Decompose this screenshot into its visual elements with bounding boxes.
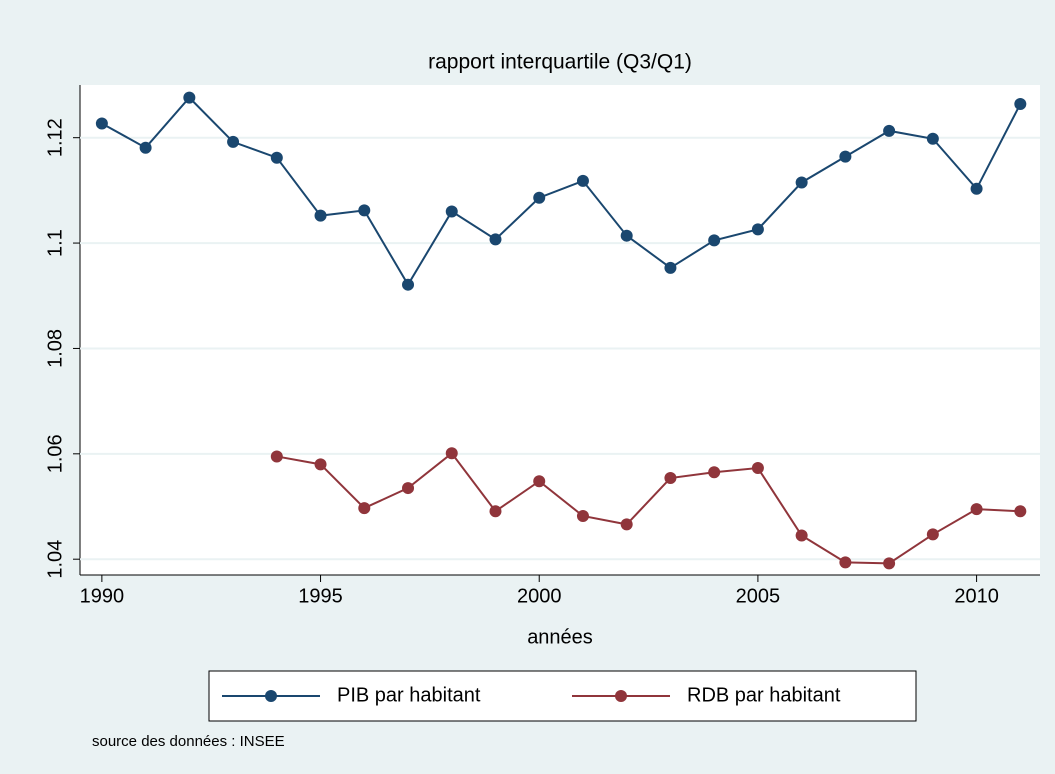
marker xyxy=(883,557,896,570)
marker xyxy=(1014,97,1027,110)
marker xyxy=(358,502,371,515)
legend-label: RDB par habitant xyxy=(687,684,841,706)
marker xyxy=(926,132,939,145)
marker xyxy=(664,261,677,274)
marker xyxy=(402,278,415,291)
marker xyxy=(620,518,633,531)
legend-marker xyxy=(615,690,627,702)
marker xyxy=(95,117,108,130)
marker xyxy=(227,135,240,148)
marker xyxy=(926,528,939,541)
legend-label: PIB par habitant xyxy=(337,684,481,706)
series-line xyxy=(276,451,1021,565)
marker xyxy=(139,141,152,154)
marker xyxy=(795,176,808,189)
marker xyxy=(839,556,852,569)
marker xyxy=(883,124,896,137)
x-tick-label: 1990 xyxy=(80,585,125,607)
marker xyxy=(795,529,808,542)
x-tick-label: 1995 xyxy=(298,585,343,607)
marker xyxy=(839,150,852,163)
marker xyxy=(489,233,502,246)
marker xyxy=(445,205,458,218)
plot-area xyxy=(80,85,1040,575)
marker xyxy=(970,182,983,195)
marker xyxy=(314,458,327,471)
x-axis-label: années xyxy=(527,626,593,648)
marker xyxy=(751,223,764,236)
marker xyxy=(576,509,589,522)
y-tick-label: 1.04 xyxy=(44,540,66,579)
x-tick-label: 2000 xyxy=(517,585,562,607)
marker xyxy=(708,234,721,247)
x-tick-label: 2005 xyxy=(736,585,781,607)
marker xyxy=(314,209,327,222)
marker xyxy=(183,91,196,104)
chart-title: rapport interquartile (Q3/Q1) xyxy=(428,51,692,74)
marker xyxy=(533,191,546,204)
marker xyxy=(576,174,589,187)
marker xyxy=(970,503,983,516)
marker xyxy=(402,482,415,495)
x-tick-label: 2010 xyxy=(954,585,999,607)
marker xyxy=(489,505,502,518)
marker xyxy=(445,447,458,460)
marker xyxy=(533,475,546,488)
legend-box xyxy=(208,670,917,722)
marker xyxy=(1014,505,1027,518)
legend-marker xyxy=(265,690,277,702)
marker xyxy=(358,204,371,217)
y-tick-label: 1.12 xyxy=(44,118,66,157)
y-tick-label: 1.08 xyxy=(44,329,66,368)
marker xyxy=(270,450,283,463)
y-tick-label: 1.06 xyxy=(44,434,66,473)
marker xyxy=(270,151,283,164)
marker xyxy=(751,462,764,475)
y-tick-label: 1.1 xyxy=(44,229,66,257)
marker xyxy=(664,472,677,485)
note: source des données : INSEE xyxy=(92,733,285,750)
series-line xyxy=(101,96,1022,287)
marker xyxy=(708,466,721,479)
marker xyxy=(620,229,633,242)
